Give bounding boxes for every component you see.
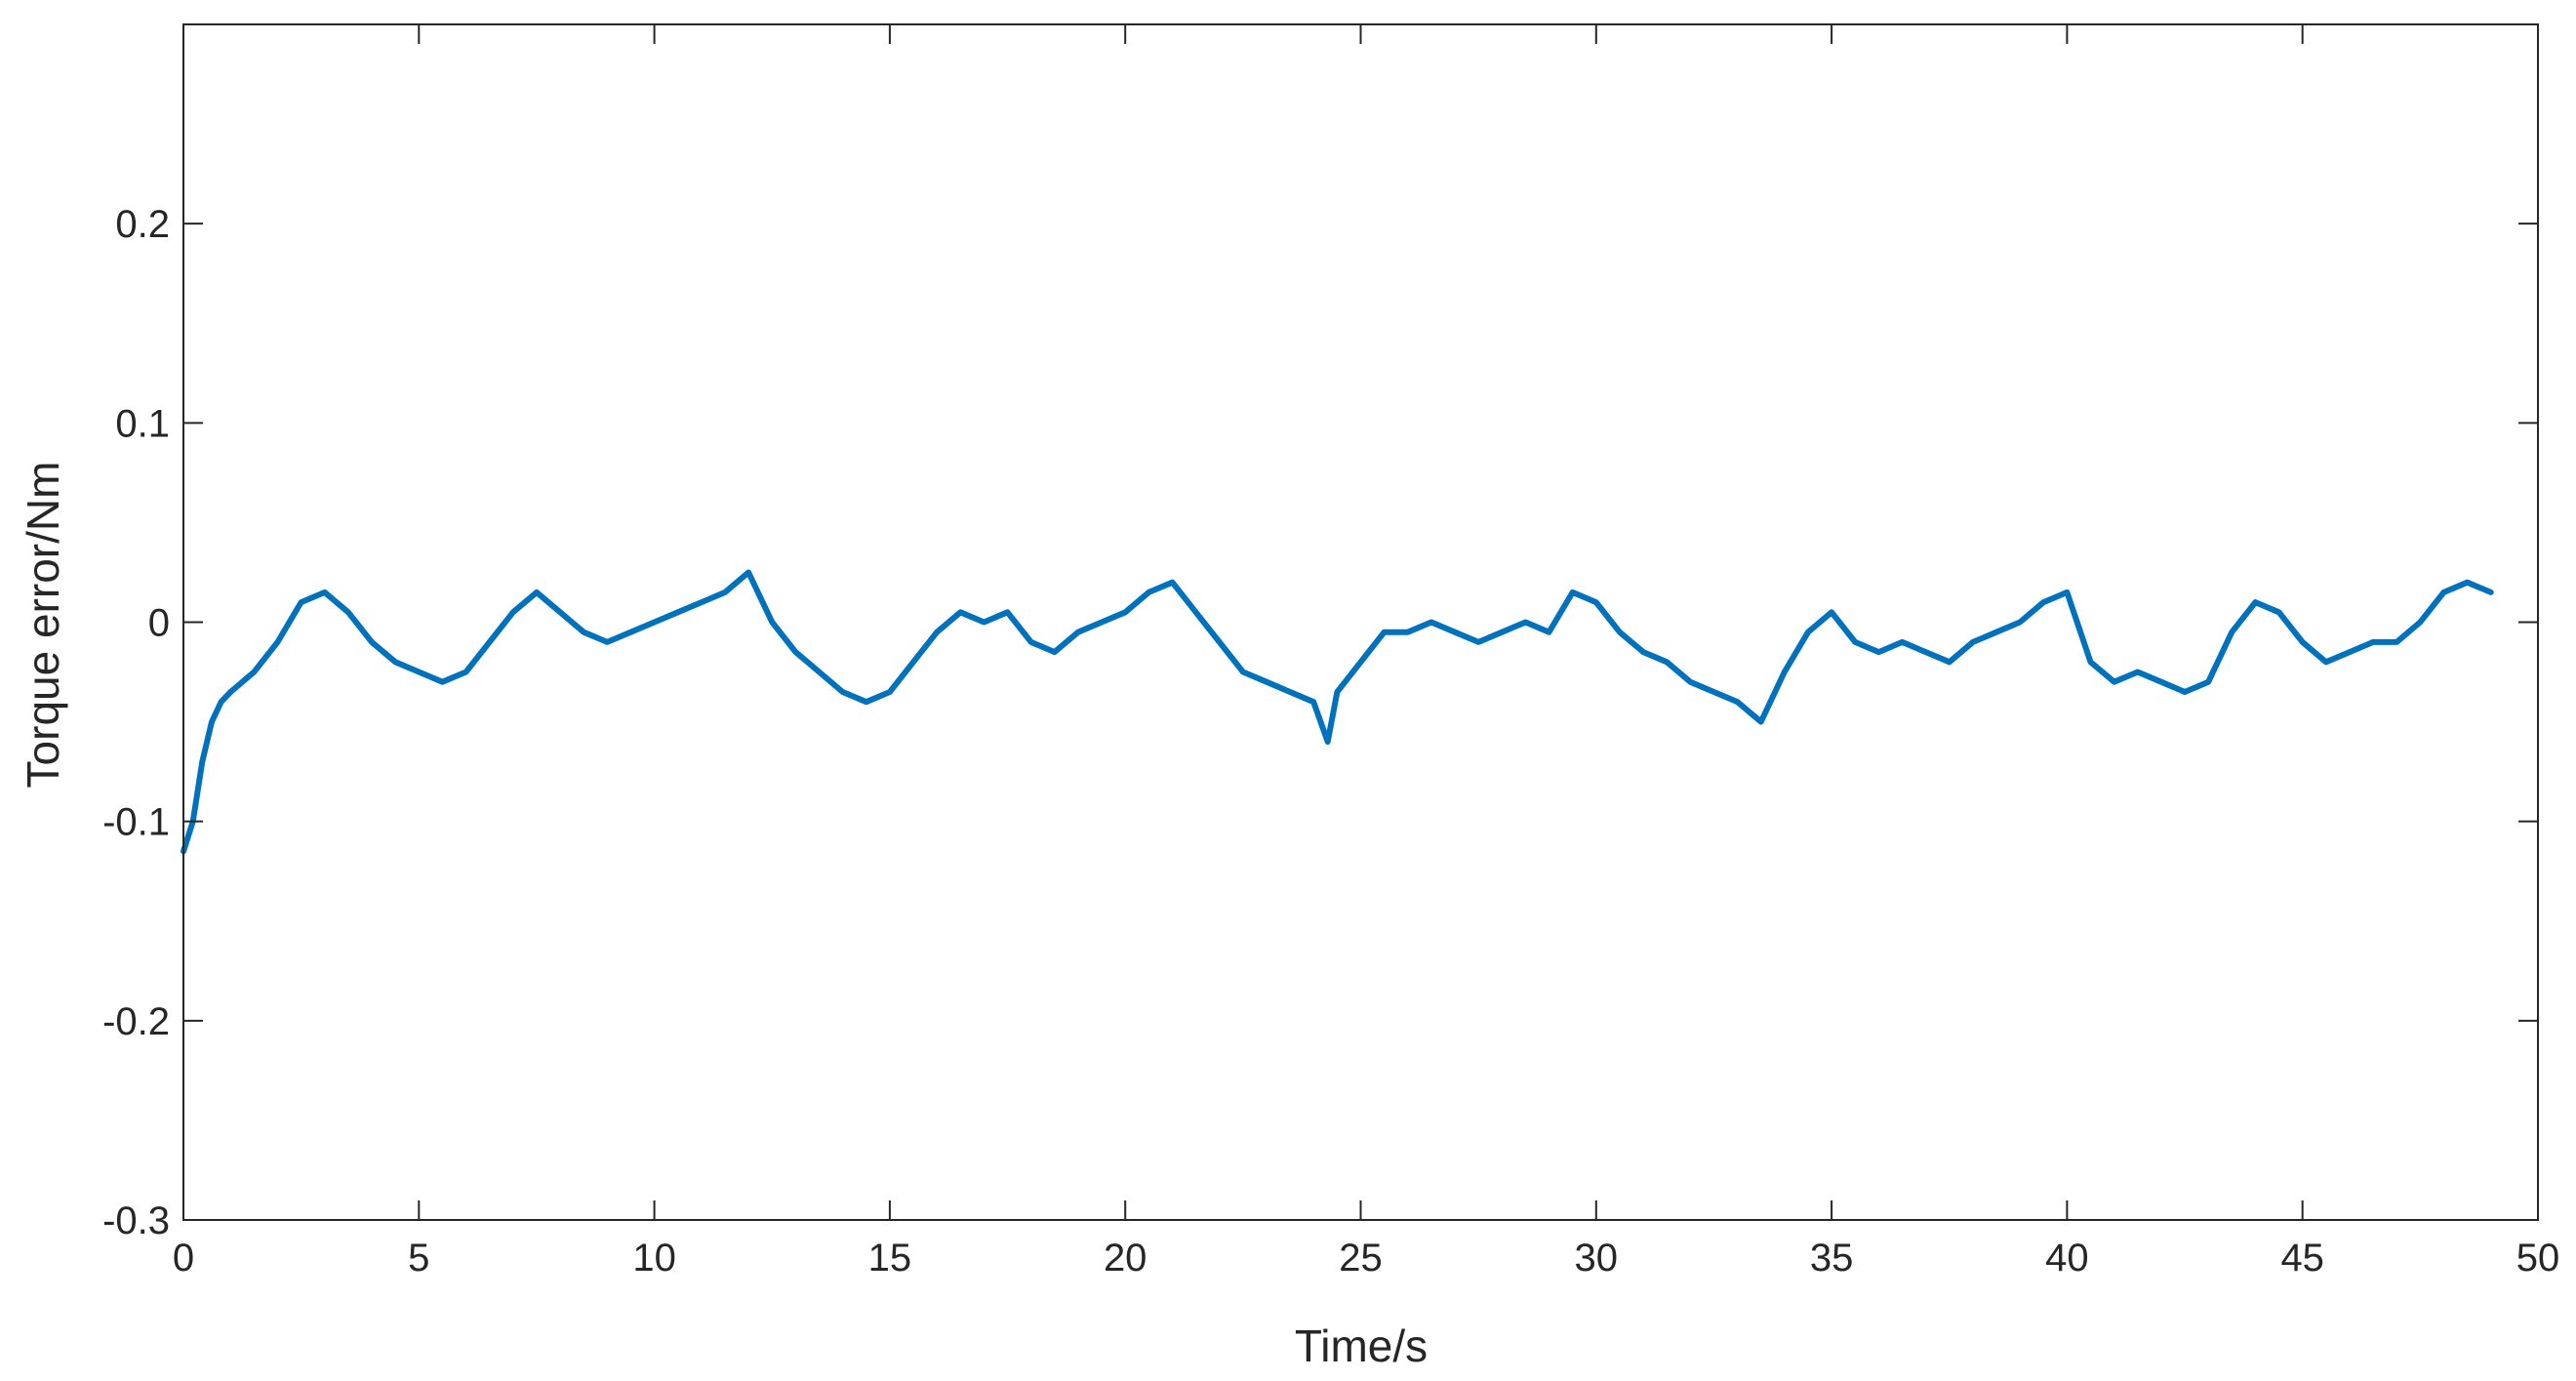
y-axis-ticks: -0.3 -0.2 -0.1 0 0.1 0.2 <box>102 203 2538 1242</box>
x-tick-label-3: 15 <box>868 1237 912 1279</box>
y-tick-label-4: 0.1 <box>115 402 170 445</box>
x-axis-title: Time/s <box>1295 1320 1428 1371</box>
y-tick-label-0: -0.3 <box>102 1199 170 1242</box>
series-line-0 <box>181 569 2494 855</box>
x-tick-label-10: 50 <box>2516 1237 2560 1279</box>
x-tick-label-4: 20 <box>1104 1237 1147 1279</box>
y-axis-title: Torque error/Nm <box>18 462 68 789</box>
x-tick-label-5: 25 <box>1339 1237 1383 1279</box>
x-tick-label-2: 10 <box>632 1237 676 1279</box>
x-tick-label-1: 5 <box>408 1237 429 1279</box>
y-tick-label-3: 0 <box>148 602 170 645</box>
series-layer <box>181 569 2494 855</box>
plot-area-background <box>183 24 2538 1220</box>
x-tick-label-6: 30 <box>1575 1237 1619 1279</box>
x-tick-label-9: 45 <box>2280 1237 2324 1279</box>
x-tick-label-8: 40 <box>2045 1237 2089 1279</box>
y-tick-label-1: -0.2 <box>102 1000 170 1043</box>
y-tick-label-2: -0.1 <box>102 801 170 844</box>
x-axis-ticks: 0 5 10 15 20 25 30 35 40 45 50 <box>173 24 2559 1279</box>
x-tick-label-0: 0 <box>173 1237 194 1279</box>
x-tick-label-7: 35 <box>1810 1237 1854 1279</box>
y-tick-label-5: 0.2 <box>115 203 170 246</box>
